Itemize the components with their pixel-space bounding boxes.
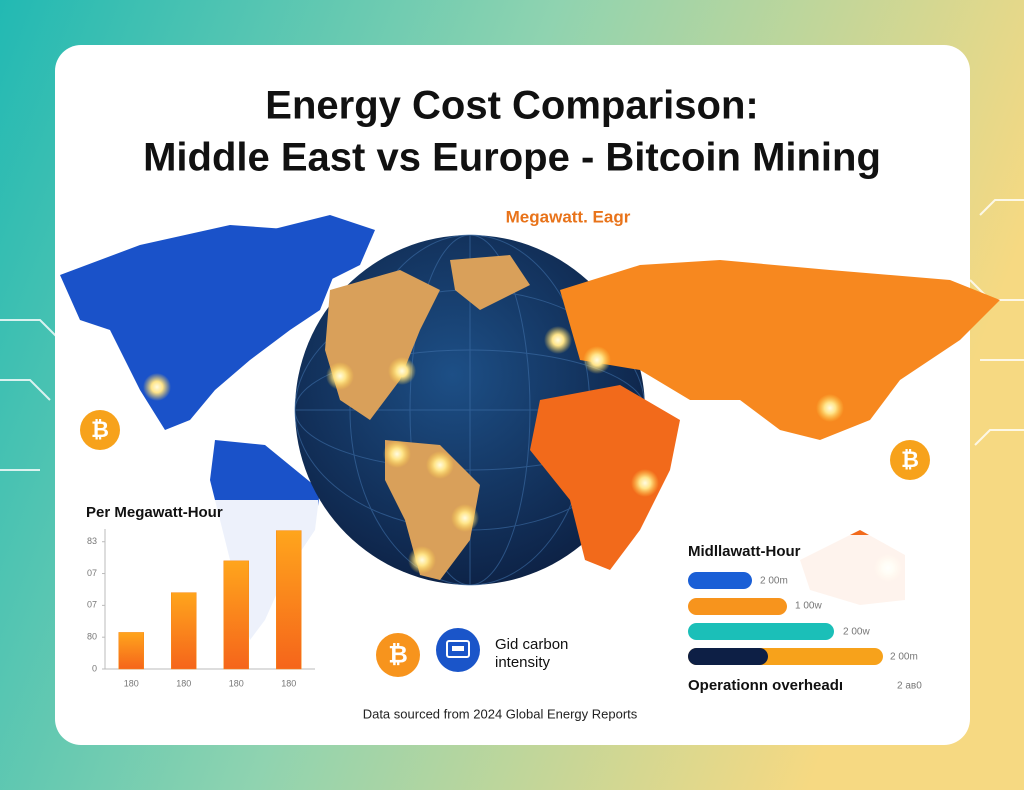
title-line: Energy Cost Comparison:: [265, 84, 758, 128]
progress-bar: [688, 623, 834, 640]
circuit-lines: [0, 199, 1024, 471]
progress-bar: [688, 598, 787, 615]
progress-bar: [688, 648, 768, 665]
y-tick-label: 07: [87, 600, 97, 610]
bar-label: 2 00m: [760, 576, 788, 587]
svg-text:₿: ₿: [388, 641, 408, 668]
svg-text:₿: ₿: [91, 417, 109, 442]
legend-text: intensity: [495, 654, 551, 671]
x-tick-label: 180: [176, 678, 191, 688]
x-tick-label: 180: [124, 678, 139, 688]
svg-text:₿: ₿: [901, 447, 919, 472]
y-tick-label: 07: [87, 568, 97, 578]
bar: [118, 632, 144, 670]
y-tick-label: 80: [87, 632, 97, 642]
legend: ₿ Gid carbon intensity: [376, 628, 568, 677]
x-tick-label: 180: [281, 678, 296, 688]
bar-label: 2 00w: [843, 627, 870, 638]
x-tick-label: 180: [229, 678, 244, 688]
legend-text: Gid carbon: [495, 636, 568, 653]
source-note: Data sourced from 2024 Global Energy Rep…: [363, 706, 638, 721]
panel-title: Midllawatt-Hour: [688, 543, 801, 560]
y-tick-label: 0: [92, 663, 97, 673]
world-map: ₿ ₿: [60, 215, 1000, 640]
bar: [171, 592, 197, 670]
bar-chart: Per Megawatt-Hour 0 80 07 07 83 180 180 180 180: [78, 500, 318, 695]
right-panel: Midllawatt-Hour 2 00m 1 00w 2 00w 2 00m …: [680, 535, 922, 705]
bar: [223, 560, 249, 670]
y-tick-label: 83: [87, 536, 97, 546]
panel-footer: Operationn overheadı: [688, 677, 843, 694]
bar: [276, 530, 302, 670]
panel-footer-value: 2 ав0: [897, 681, 922, 692]
title-line: Middle East vs Europe - Bitcoin Mining: [143, 136, 881, 180]
bar-label: 2 00m: [890, 652, 918, 663]
map-label: Megawatt. Eagr: [506, 207, 631, 226]
progress-bar: [688, 572, 752, 589]
bar-label: 1 00w: [795, 601, 822, 612]
chart-title: Per Megawatt-Hour: [86, 504, 223, 521]
